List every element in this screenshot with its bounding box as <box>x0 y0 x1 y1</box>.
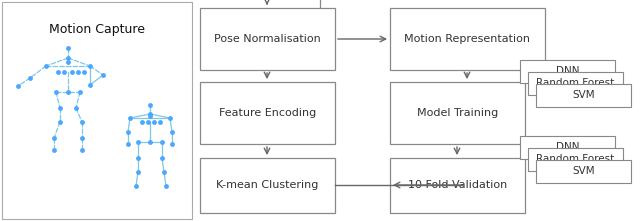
Bar <box>200 8 335 70</box>
Bar <box>528 148 623 171</box>
Text: Motion Representation: Motion Representation <box>404 34 531 44</box>
Text: Random Forest: Random Forest <box>536 154 614 164</box>
Text: Pose Normalisation: Pose Normalisation <box>214 34 321 44</box>
Text: Random Forest: Random Forest <box>536 78 614 88</box>
Bar <box>520 136 615 159</box>
Bar <box>528 72 623 95</box>
Bar <box>536 84 631 107</box>
Text: Model Training: Model Training <box>417 108 498 118</box>
Bar <box>390 8 545 70</box>
Text: DNN: DNN <box>556 143 579 152</box>
Text: SVM: SVM <box>572 91 595 101</box>
Bar <box>200 82 335 144</box>
Text: SVM: SVM <box>572 166 595 177</box>
Text: K-mean Clustering: K-mean Clustering <box>216 181 319 191</box>
Bar <box>520 60 615 83</box>
Text: Motion Capture: Motion Capture <box>49 23 145 36</box>
Text: Feature Encoding: Feature Encoding <box>219 108 316 118</box>
Text: DNN: DNN <box>556 67 579 76</box>
Bar <box>200 158 335 213</box>
Text: 10 Fold Validation: 10 Fold Validation <box>408 181 507 191</box>
Bar <box>536 160 631 183</box>
Bar <box>390 158 525 213</box>
Bar <box>390 82 525 144</box>
